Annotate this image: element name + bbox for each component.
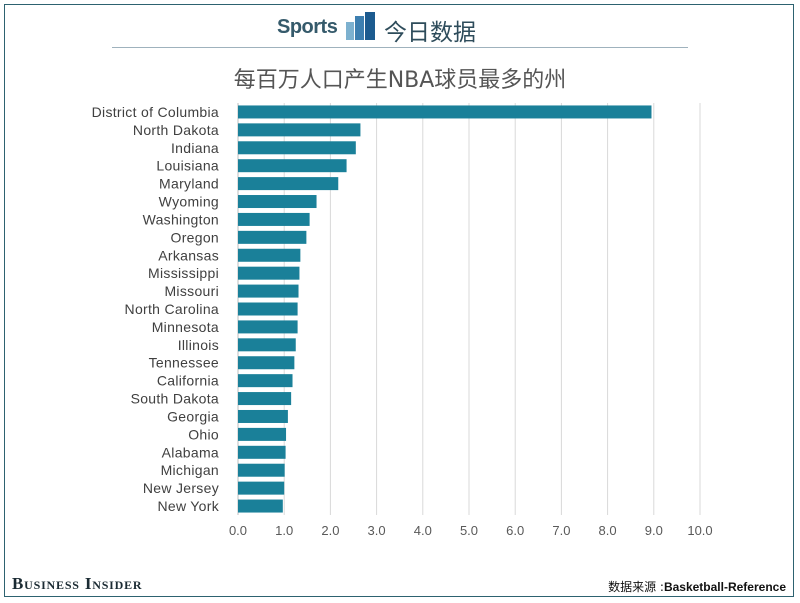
category-label: Illinois — [178, 337, 219, 353]
bar — [238, 177, 339, 191]
chart-frame — [4, 4, 794, 597]
category-label: Michigan — [161, 462, 219, 478]
chart-title: 每百万人口产生NBA球员最多的州 — [233, 68, 567, 93]
category-label: North Carolina — [125, 301, 219, 317]
bar-chart-logo-icon — [346, 12, 375, 40]
category-label: District of Columbia — [92, 104, 219, 120]
bar — [238, 159, 347, 173]
source-label: 数据来源 : — [608, 580, 664, 594]
bar — [238, 123, 361, 137]
category-label: Missouri — [164, 283, 219, 299]
bar — [238, 427, 287, 441]
bar — [238, 409, 288, 423]
bar — [238, 105, 652, 119]
header-divider — [112, 47, 688, 48]
publisher-logo: Business Insider — [12, 574, 143, 593]
category-label: New Jersey — [143, 480, 219, 496]
data-source: 数据来源 :Basketball-Reference — [608, 578, 786, 595]
category-label: North Dakota — [133, 122, 219, 138]
bar — [238, 248, 301, 262]
bar — [238, 266, 300, 280]
bar — [238, 284, 299, 298]
bar — [238, 212, 310, 226]
bar — [238, 499, 283, 513]
x-tick-label: 8.0 — [599, 523, 617, 538]
category-label: Washington — [143, 211, 219, 227]
bar — [238, 230, 307, 244]
x-tick-label: 0.0 — [229, 523, 247, 538]
x-tick-label: 9.0 — [645, 523, 663, 538]
category-label: Minnesota — [152, 319, 219, 335]
bar — [238, 463, 285, 477]
category-label: Oregon — [171, 229, 220, 245]
source-name: Basketball-Reference — [663, 580, 786, 594]
bar — [238, 320, 298, 334]
x-tick-label: 2.0 — [321, 523, 339, 538]
category-label: California — [157, 373, 219, 389]
category-label: Louisiana — [156, 158, 219, 174]
bar — [238, 302, 298, 316]
brand-chinese: 今日数据 — [384, 20, 476, 46]
bar — [238, 374, 293, 388]
brand-sports: Sports — [277, 16, 338, 38]
x-tick-label: 5.0 — [460, 523, 478, 538]
category-label: South Dakota — [131, 391, 219, 407]
x-tick-label: 7.0 — [552, 523, 570, 538]
bar — [238, 338, 296, 352]
x-tick-label: 4.0 — [414, 523, 432, 538]
category-label: Tennessee — [149, 355, 219, 371]
category-label: New York — [157, 498, 219, 514]
bar — [238, 392, 292, 406]
category-label: Ohio — [188, 426, 219, 442]
category-label: Indiana — [171, 140, 219, 156]
category-label: Maryland — [159, 176, 219, 192]
category-label: Arkansas — [158, 247, 219, 263]
bar — [238, 195, 317, 209]
category-label: Wyoming — [159, 194, 219, 210]
category-label: Mississippi — [148, 265, 219, 281]
category-label: Georgia — [167, 408, 219, 424]
x-tick-label: 10.0 — [687, 523, 712, 538]
bar — [238, 141, 356, 155]
x-tick-label: 3.0 — [368, 523, 386, 538]
bar — [238, 356, 295, 370]
category-label: Alabama — [162, 444, 219, 460]
bar — [238, 481, 285, 495]
x-tick-label: 6.0 — [506, 523, 524, 538]
x-tick-label: 1.0 — [275, 523, 293, 538]
bar — [238, 445, 286, 459]
